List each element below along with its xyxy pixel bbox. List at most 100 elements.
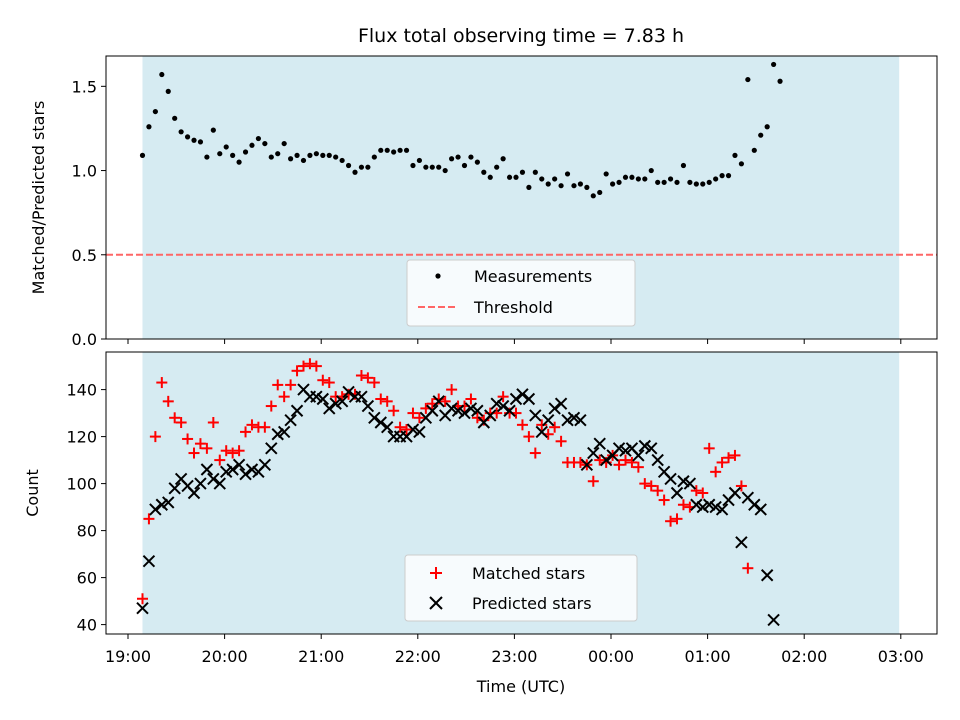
measurement-point [577, 181, 584, 187]
measurement-point [410, 162, 416, 169]
matched-star-point [291, 365, 303, 377]
x-tick-label-5: 00:00 [588, 647, 634, 666]
measurement-point [159, 71, 165, 78]
matched-star-point [175, 417, 187, 428]
matched-star-point [156, 377, 168, 389]
bottom-x-ticks: 19:00 20:00 21:00 22:00 23:00 00:00 01:00 02:00… [105, 634, 924, 666]
measurement-point [333, 154, 339, 160]
predicted-star-point [162, 496, 175, 509]
matched-star-point [671, 513, 683, 525]
bottom-panel: 40 60 80 100 120 140 19:00 20:00 21:00 22:00 23:0… [23, 351, 938, 696]
matched-star-point [465, 393, 477, 405]
measurement-point [416, 157, 423, 164]
bottom-y-tick-label-4: 120 [66, 428, 97, 447]
measurement-point [384, 147, 390, 153]
matched-star-point [188, 447, 200, 459]
x-tick-label-3: 22:00 [395, 647, 441, 666]
measurement-point [687, 179, 693, 185]
predicted-star-point [619, 444, 632, 457]
predicted-star-point [554, 397, 568, 410]
predicted-star-point [323, 402, 336, 415]
predicted-star-point [651, 453, 664, 467]
matched-star-point [375, 393, 387, 405]
predicted-star-point [458, 406, 471, 420]
predicted-star-point [258, 458, 272, 472]
matched-star-point [246, 419, 258, 431]
matched-star-point [626, 456, 638, 468]
measurement-point [268, 154, 274, 160]
predicted-star-point [709, 500, 722, 514]
predicted-star-point [406, 423, 420, 436]
measurement-point [320, 152, 326, 158]
measurement-point [204, 154, 210, 160]
bottom-y-tick-label-3: 100 [66, 475, 97, 494]
measurement-point [603, 171, 609, 177]
matched-star-point [677, 499, 689, 511]
measurement-point [358, 164, 365, 170]
measurement-point [532, 169, 538, 175]
measurement-point [210, 127, 216, 133]
bottom-legend-box [404, 554, 638, 622]
measurement-point [236, 159, 242, 165]
measurement-point [725, 173, 732, 179]
measurement-point [217, 151, 223, 157]
measurement-point [629, 174, 635, 180]
matched-star-point [549, 421, 561, 433]
matched-star-point [645, 480, 657, 492]
predicted-star-point [760, 569, 774, 582]
measurement-point [378, 147, 384, 153]
matched-star-point [388, 405, 400, 417]
x-tick-label-1: 20:00 [202, 647, 248, 666]
matched-star-point [162, 395, 174, 407]
measurement-point [242, 149, 249, 155]
matched-star-point [619, 454, 631, 466]
measurement-point [526, 184, 532, 190]
predicted-star-point [290, 404, 304, 417]
matched-star-point [613, 459, 625, 471]
matched-star-point [143, 513, 155, 525]
measurement-point [719, 173, 725, 179]
predicted-star-point [413, 425, 426, 439]
predicted-star-point [271, 428, 284, 441]
matched-star-point [317, 374, 329, 386]
measurement-point [429, 164, 435, 170]
measurement-point [745, 76, 751, 83]
predicted-star-point [168, 482, 181, 495]
measurement-point [777, 78, 783, 84]
measurement-point [713, 176, 719, 182]
predicted-star-point [361, 399, 375, 413]
measurement-point [590, 193, 596, 199]
top-x-ticks [127, 339, 902, 344]
measurement-point [500, 156, 506, 162]
measurement-point [764, 124, 770, 130]
predicted-star-point [645, 442, 658, 455]
predicted-star-point [715, 503, 729, 516]
measurement-point [680, 162, 687, 169]
measurement-point [178, 129, 184, 135]
predicted-star-point [464, 402, 478, 415]
measurement-point [655, 179, 661, 185]
predicted-star-point [567, 411, 581, 425]
predicted-star-point [599, 453, 613, 467]
bottom-y-ticks: 40 60 80 100 120 140 [66, 381, 106, 635]
measurement-point [700, 181, 706, 187]
matched-star-point [652, 485, 664, 497]
predicted-star-point [342, 385, 355, 399]
predicted-star-point [142, 554, 156, 568]
measurement-point [172, 115, 178, 121]
measurement-point [165, 88, 171, 94]
top-axes-frame [105, 55, 938, 340]
matched-star-point [639, 478, 651, 490]
predicted-stars-points [136, 383, 780, 627]
bottom-y-tick-label-0: 40 [77, 616, 97, 635]
predicted-star-point [496, 399, 510, 413]
predicted-star-point [245, 463, 259, 476]
predicted-star-point [355, 390, 368, 403]
predicted-star-point [767, 613, 780, 627]
measurement-point [139, 152, 146, 158]
measurement-point [313, 151, 319, 157]
measurement-point [326, 152, 332, 158]
matched-star-point [355, 370, 367, 381]
matched-star-point [401, 424, 413, 436]
predicted-star-point [329, 397, 342, 410]
